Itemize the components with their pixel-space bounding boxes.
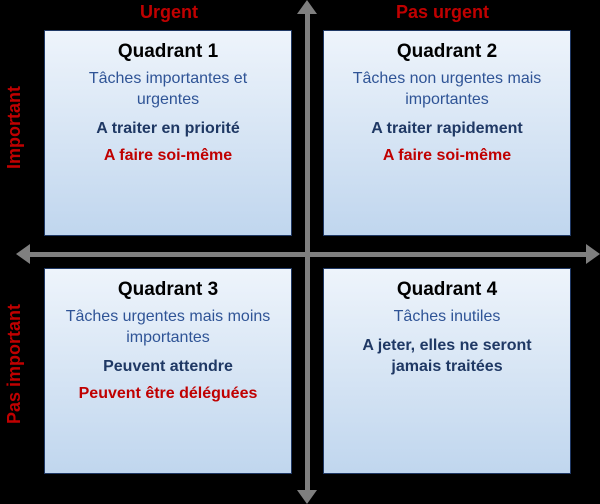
- quadrant-1-who: A faire soi-même: [57, 147, 279, 165]
- quadrant-3-who: Peuvent être déléguées: [57, 385, 279, 403]
- col-header-not-urgent: Pas urgent: [396, 2, 489, 23]
- quadrant-1: Quadrant 1 Tâches importantes et urgente…: [44, 30, 292, 236]
- quadrant-3-desc: Tâches urgentes mais moins importantes: [57, 307, 279, 349]
- arrow-left-icon: [16, 244, 30, 264]
- col-header-urgent: Urgent: [140, 2, 198, 23]
- quadrant-1-title: Quadrant 1: [57, 41, 279, 63]
- quadrant-4: Quadrant 4 Tâches inutiles A jeter, elle…: [323, 268, 571, 474]
- row-header-important: Important: [4, 86, 25, 169]
- arrow-up-icon: [297, 0, 317, 14]
- quadrant-3: Quadrant 3 Tâches urgentes mais moins im…: [44, 268, 292, 474]
- quadrant-3-title: Quadrant 3: [57, 279, 279, 301]
- quadrant-4-action: A jeter, elles ne seront jamais traitées: [336, 336, 558, 378]
- quadrant-1-desc: Tâches importantes et urgentes: [57, 69, 279, 111]
- quadrant-2-action: A traiter rapidement: [336, 119, 558, 140]
- quadrant-4-title: Quadrant 4: [336, 279, 558, 301]
- quadrant-2-desc: Tâches non urgentes mais importantes: [336, 69, 558, 111]
- quadrant-3-action: Peuvent attendre: [57, 357, 279, 378]
- quadrant-2-who: A faire soi-même: [336, 147, 558, 165]
- horizontal-axis: [28, 252, 588, 257]
- row-header-not-important: Pas important: [4, 304, 25, 424]
- quadrant-2: Quadrant 2 Tâches non urgentes mais impo…: [323, 30, 571, 236]
- quadrant-2-title: Quadrant 2: [336, 41, 558, 63]
- arrow-right-icon: [586, 244, 600, 264]
- quadrant-4-desc: Tâches inutiles: [336, 307, 558, 328]
- arrow-down-icon: [297, 490, 317, 504]
- quadrant-1-action: A traiter en priorité: [57, 119, 279, 140]
